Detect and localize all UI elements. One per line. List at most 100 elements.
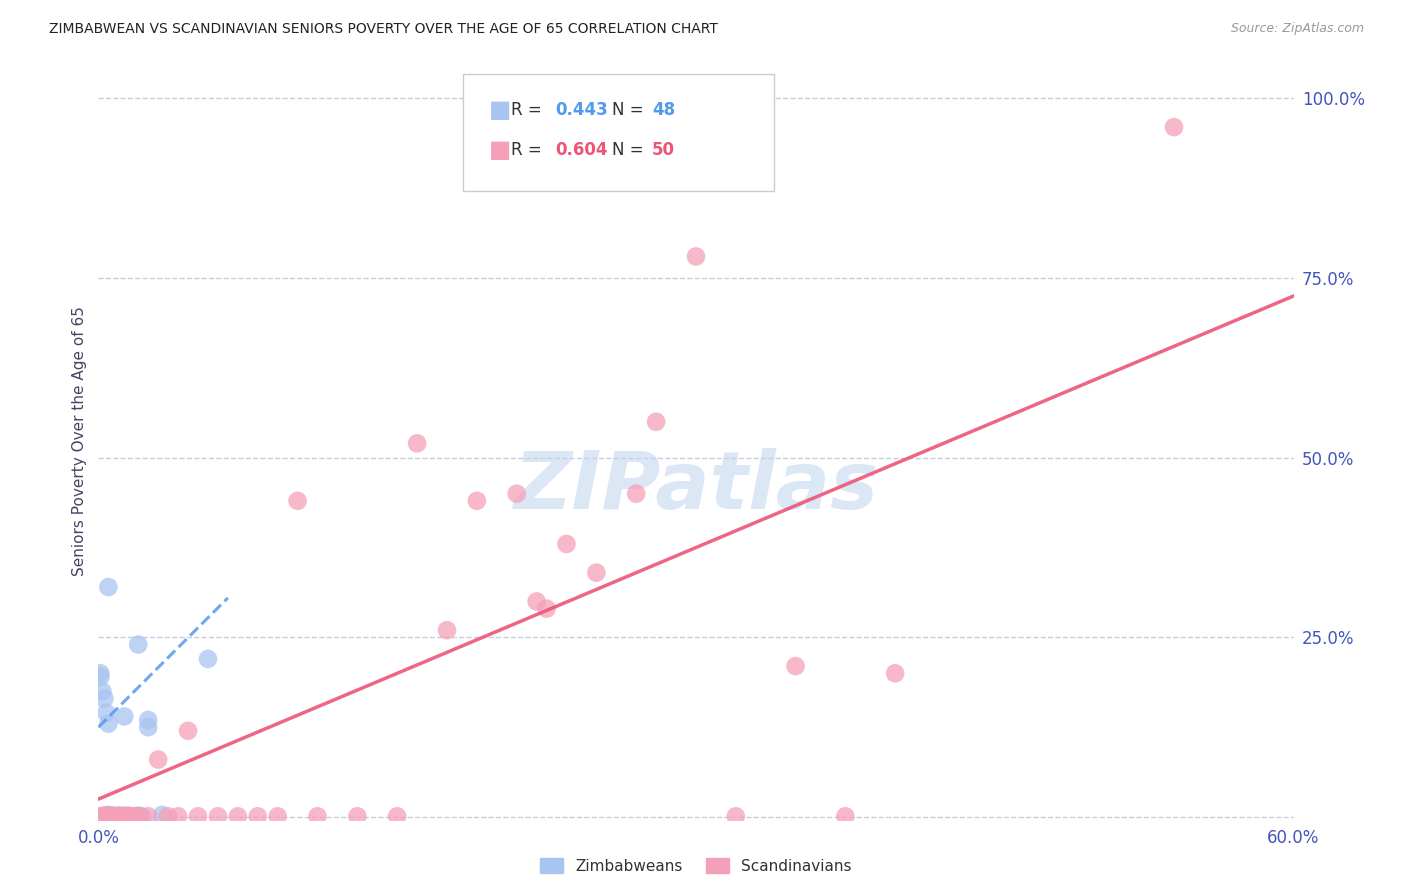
Point (406, 436, 429, 450)
Point (536, 601, 558, 615)
Point (121, 809, 143, 823)
Point (129, 809, 152, 823)
Point (96, 706, 118, 720)
Point (150, 808, 173, 822)
Point (101, 808, 124, 822)
Point (124, 809, 146, 823)
Point (526, 594, 548, 608)
Point (834, 809, 856, 823)
Point (307, 809, 329, 823)
Point (120, 809, 142, 823)
Text: 50: 50 (652, 141, 675, 159)
Point (167, 809, 190, 823)
Point (97, 716, 120, 731)
Point (105, 809, 128, 823)
Point (148, 753, 170, 767)
Point (645, 415, 668, 429)
Text: ■: ■ (489, 137, 512, 161)
Point (117, 809, 139, 823)
Point (724, 809, 747, 823)
Point (117, 809, 139, 823)
Point (101, 809, 124, 823)
Point (127, 809, 149, 823)
Point (97, 808, 120, 822)
Point (111, 809, 134, 823)
Point (107, 809, 129, 823)
Point (117, 808, 139, 822)
Point (97, 580, 120, 594)
Point (110, 809, 132, 823)
Point (555, 537, 578, 551)
Point (157, 809, 180, 823)
Point (177, 723, 200, 738)
Point (226, 809, 249, 823)
Point (506, 486, 529, 500)
Text: ■: ■ (489, 98, 512, 122)
Point (465, 493, 488, 508)
Point (91, 809, 114, 823)
Point (112, 808, 135, 822)
Point (97, 809, 120, 823)
Text: 0.443: 0.443 (555, 101, 607, 120)
Text: ZIMBABWEAN VS SCANDINAVIAN SENIORS POVERTY OVER THE AGE OF 65 CORRELATION CHART: ZIMBABWEAN VS SCANDINAVIAN SENIORS POVER… (49, 22, 718, 37)
Point (207, 809, 229, 823)
Point (125, 809, 148, 823)
Point (136, 713, 159, 727)
Point (120, 809, 142, 823)
Point (115, 809, 138, 823)
Point (115, 809, 138, 823)
Text: Source: ZipAtlas.com: Source: ZipAtlas.com (1230, 22, 1364, 36)
Point (89, 809, 111, 823)
Point (93, 808, 115, 822)
Point (107, 808, 129, 822)
Point (101, 809, 124, 823)
Point (89, 670, 111, 684)
Point (136, 720, 159, 734)
Point (97, 808, 120, 822)
Point (110, 809, 132, 823)
Y-axis label: Seniors Poverty Over the Age of 65: Seniors Poverty Over the Age of 65 (72, 307, 87, 576)
Point (98, 809, 122, 823)
Point (125, 809, 148, 823)
Text: R =: R = (510, 101, 547, 120)
Point (93, 808, 115, 822)
Text: N =: N = (613, 141, 650, 159)
Point (111, 809, 134, 823)
Point (127, 808, 149, 822)
Point (112, 809, 135, 823)
Point (98, 808, 122, 822)
Text: R =: R = (510, 141, 547, 159)
Point (287, 493, 309, 508)
Text: 0.604: 0.604 (555, 141, 607, 159)
Point (124, 809, 146, 823)
Point (1163, 120, 1185, 135)
Point (626, 486, 648, 500)
Point (105, 809, 128, 823)
Point (385, 809, 409, 823)
Point (103, 808, 125, 822)
Point (110, 808, 132, 822)
Point (103, 809, 125, 823)
Point (884, 666, 907, 681)
Text: ZIPatlas: ZIPatlas (513, 448, 879, 526)
Point (112, 809, 135, 823)
Point (107, 809, 129, 823)
Point (121, 809, 143, 823)
FancyBboxPatch shape (463, 74, 773, 191)
Point (112, 709, 135, 723)
Point (96, 809, 118, 823)
Point (127, 638, 149, 652)
Text: N =: N = (613, 101, 650, 120)
Point (111, 809, 134, 823)
Point (785, 659, 807, 673)
Point (346, 809, 368, 823)
Point (98, 809, 122, 823)
Point (197, 652, 219, 666)
Text: 48: 48 (652, 101, 675, 120)
Point (91, 684, 114, 698)
Point (685, 250, 707, 264)
Point (436, 623, 458, 637)
Point (96, 809, 118, 823)
Point (131, 809, 153, 823)
Point (103, 809, 125, 823)
